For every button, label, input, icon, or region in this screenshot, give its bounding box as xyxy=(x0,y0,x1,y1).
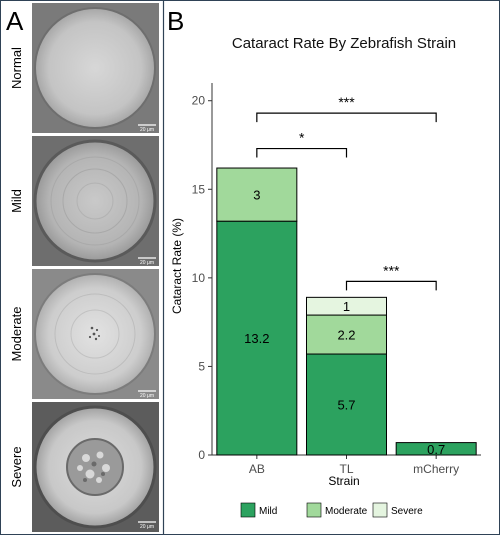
label-normal: Normal xyxy=(9,47,24,89)
legend-swatch-moderate xyxy=(306,502,322,518)
y-tick-label: 10 xyxy=(192,271,206,285)
data-label: 3 xyxy=(253,188,260,203)
cataract-core xyxy=(66,438,124,496)
scale-bar-label: 20 μm xyxy=(140,524,154,530)
data-label: 0.7 xyxy=(427,442,445,457)
scale-bar-label: 20 μm xyxy=(140,393,154,399)
scale-bar-label: 20 μm xyxy=(140,127,154,133)
panel-a-letter: A xyxy=(6,6,24,36)
significance-bracket xyxy=(256,147,348,158)
lens-ring xyxy=(50,156,140,246)
x-tick-label: AB xyxy=(249,462,265,476)
lens-image-moderate: 20 μm xyxy=(32,269,159,399)
opacity-spots xyxy=(88,326,100,341)
cataract-texture xyxy=(77,451,110,483)
lens-ring xyxy=(42,15,148,121)
lens-ring xyxy=(62,168,128,234)
lens-ring xyxy=(54,293,136,375)
legend-label-severe: Severe xyxy=(391,506,423,517)
lens-image-severe: 20 μm xyxy=(32,402,159,532)
legend-swatch-mild xyxy=(240,502,256,518)
chart-title: Cataract Rate By Zebrafish Strain xyxy=(232,35,456,52)
lens-image-normal: 20 μm xyxy=(32,3,159,133)
legend: Mild Moderate Severe xyxy=(240,502,423,518)
legend-label-moderate: Moderate xyxy=(325,506,368,517)
x-tick-label: mCherry xyxy=(413,462,459,476)
y-tick-label: 15 xyxy=(192,182,206,196)
legend-label-mild: Mild xyxy=(259,506,277,517)
significance-bracket xyxy=(345,280,437,291)
bar-segment xyxy=(395,442,477,456)
bar-segment xyxy=(216,167,298,222)
label-severe: Severe xyxy=(9,446,24,487)
panel-b: B Cataract Rate By Zebrafish Strain Cata… xyxy=(167,6,481,518)
scale-bar-label: 20 μm xyxy=(140,260,154,266)
significance-label: *** xyxy=(338,94,355,110)
x-axis-title: Strain xyxy=(328,474,359,488)
y-tick-label: 5 xyxy=(198,359,205,373)
lens xyxy=(34,7,156,129)
panel-b-letter: B xyxy=(167,6,184,36)
significance-bracket xyxy=(256,112,437,123)
cataract-shadows xyxy=(83,461,105,482)
y-tick-label: 0 xyxy=(198,448,205,462)
y-axis-title: Cataract Rate (%) xyxy=(170,218,184,314)
data-label: 1 xyxy=(343,299,350,314)
label-moderate: Moderate xyxy=(9,307,24,362)
data-label: 2.2 xyxy=(337,328,355,343)
lens-ring xyxy=(70,309,120,359)
lens-image-mild: 20 μm xyxy=(32,136,159,266)
bar-segment xyxy=(216,220,298,456)
label-mild: Mild xyxy=(9,189,24,213)
data-label: 13.2 xyxy=(244,331,269,346)
y-tick-label: 20 xyxy=(192,94,206,108)
data-label: 5.7 xyxy=(337,398,355,413)
significance-label: * xyxy=(299,130,305,146)
significance-label: *** xyxy=(383,262,400,278)
x-tick-label: TL xyxy=(339,462,353,476)
bar-segment xyxy=(306,353,387,456)
lens-ring xyxy=(76,182,114,220)
bar-segment xyxy=(306,296,387,316)
lens xyxy=(33,139,157,263)
panel-a: A 20 μm Normal 20 μm Mild xyxy=(6,3,159,532)
legend-swatch-severe xyxy=(372,502,388,518)
